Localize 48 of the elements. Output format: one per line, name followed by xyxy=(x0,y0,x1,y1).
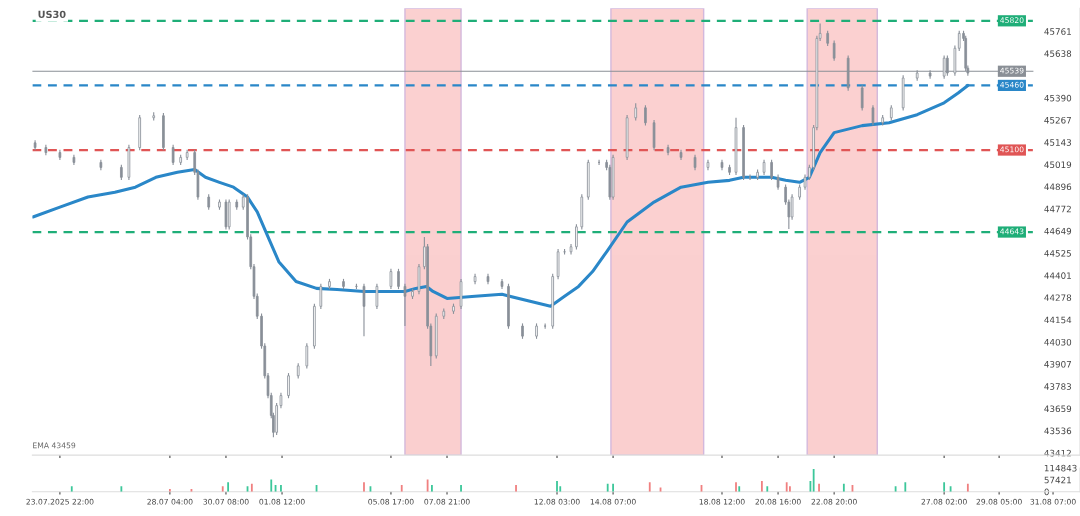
candlestick xyxy=(871,104,875,126)
y-tick-label: 44649 xyxy=(1044,227,1072,235)
candlestick xyxy=(389,268,393,290)
y-tick-label: 0 xyxy=(1044,488,1049,496)
y-tick-label: 43659 xyxy=(1044,405,1072,413)
candlestick xyxy=(328,278,331,290)
y-tick-label: 44525 xyxy=(1044,250,1071,257)
y-tick-label: 45761 xyxy=(1044,28,1071,35)
candlestick xyxy=(287,372,290,399)
chart-title: US30 xyxy=(38,10,66,19)
candlestick xyxy=(507,283,510,330)
candlestick xyxy=(362,283,366,337)
candlestick xyxy=(832,40,836,62)
y-tick-label: 44401 xyxy=(1044,272,1071,279)
candlestick xyxy=(644,104,647,126)
y-tick-label: 43907 xyxy=(1044,360,1071,368)
y-tick-label: 44278 xyxy=(1044,294,1072,301)
y-tick-label: 44030 xyxy=(1044,338,1072,346)
candlestick xyxy=(171,144,175,166)
y-tick-label: 43536 xyxy=(1044,427,1072,435)
y-tick-label: 45267 xyxy=(1044,116,1071,124)
y-tick-label: 43412 xyxy=(1044,449,1071,457)
candlestick xyxy=(452,303,455,315)
candlestick xyxy=(375,283,379,310)
y-tick-label: 45390 xyxy=(1044,94,1072,102)
y-tick-label: 44772 xyxy=(1044,205,1071,213)
y-tick-label: 43783 xyxy=(1044,383,1072,390)
y-tick-label: 45143 xyxy=(1044,139,1072,146)
candlestick xyxy=(770,159,773,181)
candlestick xyxy=(218,198,221,211)
candlestick xyxy=(305,342,309,370)
candlestick xyxy=(403,283,407,327)
y-tick-label: 45019 xyxy=(1044,161,1072,169)
candlestick xyxy=(521,322,524,340)
candlestick xyxy=(397,268,400,290)
y-tick-label: 44896 xyxy=(1044,183,1072,191)
candlestick xyxy=(543,322,547,330)
candlestick xyxy=(860,84,864,112)
y-tick-label: 114843 xyxy=(1044,464,1077,472)
candlestick xyxy=(575,223,578,251)
y-tick-label: 45638 xyxy=(1044,50,1072,57)
y-tick-label: 57421 xyxy=(1044,476,1071,484)
candlestick xyxy=(411,288,414,300)
candlestick xyxy=(957,30,961,52)
candlestick xyxy=(342,278,345,290)
y-tick-label: 44154 xyxy=(1044,316,1072,324)
candlestick xyxy=(535,322,538,340)
candlestick xyxy=(319,283,323,310)
